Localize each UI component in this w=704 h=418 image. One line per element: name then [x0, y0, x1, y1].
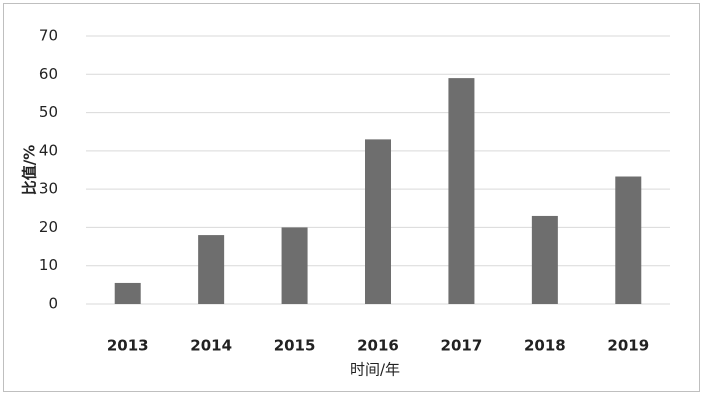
bar [114, 282, 141, 304]
y-tick-label: 20 [39, 218, 58, 236]
bar [198, 235, 225, 304]
y-tick-label: 70 [39, 27, 58, 45]
bar [365, 139, 391, 304]
bar [448, 78, 475, 304]
y-tick-label: 30 [39, 180, 58, 198]
y-tick-label: 0 [48, 295, 58, 313]
bar [281, 227, 308, 304]
y-tick-label: 40 [39, 141, 58, 159]
y-tick-label: 60 [39, 65, 58, 83]
x-tick-label: 2017 [441, 337, 483, 355]
x-tick-label: 2013 [107, 337, 149, 355]
y-axis-label: 比值/% [21, 145, 39, 196]
x-tick-label: 2018 [524, 337, 566, 355]
chart-border [3, 3, 700, 392]
x-axis-label: 时间/年 [350, 361, 400, 379]
bar [531, 215, 558, 304]
x-tick-label: 2016 [357, 337, 399, 355]
x-tick-label: 2014 [190, 337, 232, 355]
bar [615, 176, 642, 304]
x-tick-label: 2015 [274, 337, 316, 355]
y-tick-label: 50 [39, 103, 58, 121]
x-tick-label: 2019 [607, 337, 649, 355]
y-tick-label: 10 [39, 256, 58, 274]
